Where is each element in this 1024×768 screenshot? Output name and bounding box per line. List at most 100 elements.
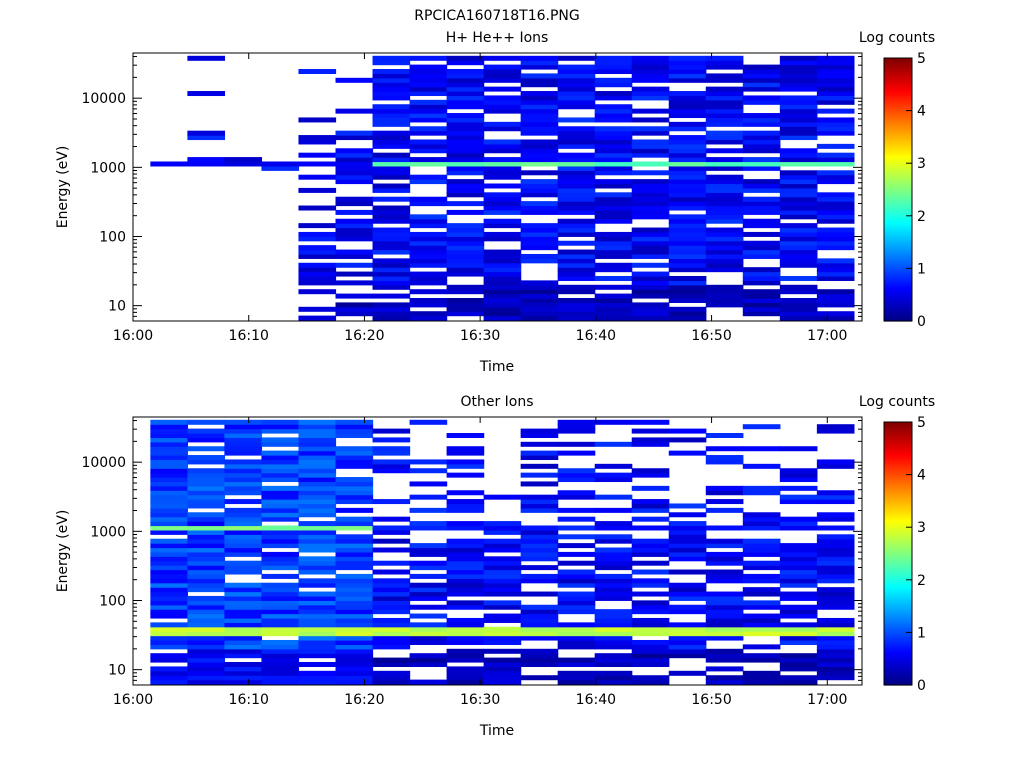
heatmap-cell <box>335 201 374 207</box>
heatmap-cell <box>594 551 633 557</box>
heatmap-cell <box>150 565 188 571</box>
colorbar-swatch <box>884 178 912 182</box>
heatmap-cell <box>631 152 670 158</box>
heatmap-cells-other-ions <box>150 419 855 685</box>
heatmap-cell <box>631 126 670 132</box>
heatmap-cell <box>446 538 485 544</box>
heatmap-cell <box>779 201 818 207</box>
colorbar-swatch <box>884 483 912 487</box>
heatmap-cell <box>520 315 559 321</box>
colorbar-swatch <box>884 560 912 563</box>
heatmap-cell <box>816 662 855 667</box>
heatmap-cell <box>372 165 411 171</box>
heatmap-cell <box>483 95 522 101</box>
colorbar-tick-label: 0 <box>917 678 926 694</box>
heatmap-cell <box>520 617 559 623</box>
colorbar-swatch <box>884 656 912 660</box>
heatmap-cell <box>187 639 226 645</box>
heatmap-cell <box>594 472 633 478</box>
colorbar-swatch <box>884 667 912 671</box>
heatmap-cell <box>372 675 411 681</box>
heatmap-cell <box>668 152 707 158</box>
heatmap-cell <box>187 595 226 601</box>
heatmap-cell <box>446 306 485 312</box>
colorbar-swatch <box>884 476 912 480</box>
heatmap-cell <box>631 245 670 251</box>
heatmap-cell <box>557 534 596 540</box>
heatmap-cell <box>446 249 485 255</box>
heatmap-cell <box>483 289 522 295</box>
heatmap-cell <box>298 600 337 606</box>
heatmap-cell <box>557 152 596 158</box>
heatmap-cell <box>742 521 781 527</box>
heatmap-cell <box>557 227 596 233</box>
heatmap-cell <box>372 591 411 597</box>
heatmap-cell <box>335 600 374 606</box>
colorbar-swatch <box>884 202 912 206</box>
heatmap-cell <box>446 311 485 317</box>
heatmap-cell <box>779 446 818 452</box>
colorbar-tick-label: 4 <box>917 468 926 484</box>
heatmap-cell <box>372 315 411 321</box>
heatmap-cell <box>742 249 781 255</box>
heatmap-cell <box>779 69 818 75</box>
heatmap-cell <box>742 613 781 619</box>
heatmap-cell <box>705 148 744 154</box>
heatmap-cell <box>594 205 633 211</box>
heatmap-cell <box>816 99 855 105</box>
heatmap-cell <box>187 521 226 527</box>
heatmap-cell <box>187 538 226 544</box>
heatmap-cell <box>631 86 670 92</box>
heatmap-cell <box>372 95 411 101</box>
heatmap-cell <box>557 86 596 92</box>
heatmap-cell <box>594 525 633 531</box>
heatmap-cell <box>520 538 559 544</box>
heatmap-cell <box>668 587 707 593</box>
heatmap-cell <box>446 560 485 566</box>
heatmap-cell <box>631 499 670 505</box>
heatmap-cell <box>409 218 448 224</box>
heatmap-cell <box>668 262 707 268</box>
heatmap-cell <box>446 258 485 264</box>
heatmap-cell <box>372 639 411 645</box>
heatmap-cell <box>594 69 633 75</box>
heatmap-cell <box>594 77 633 83</box>
colorbar-swatch <box>884 119 912 123</box>
heatmap-cell <box>594 183 633 189</box>
heatmap-cell <box>261 648 300 654</box>
colorbar-swatch <box>884 66 912 70</box>
heatmap-cell <box>779 249 818 255</box>
heatmap-cell <box>742 516 781 522</box>
heatmap-cell <box>372 306 411 312</box>
heatmap-cell <box>816 258 855 264</box>
heatmap-cell <box>668 258 707 264</box>
colorbar-swatch <box>884 93 912 96</box>
x-tick-label: 16:00 <box>113 692 153 708</box>
colorbar-swatch <box>884 529 912 533</box>
heatmap-cell <box>816 201 855 207</box>
heatmap-cell <box>779 521 818 527</box>
heatmap-cell <box>224 617 263 623</box>
heatmap-cell <box>557 262 596 268</box>
heatmap-cell <box>742 573 781 579</box>
heatmap-cell <box>520 565 559 571</box>
heatmap-cell <box>187 433 226 439</box>
heatmap-cell <box>446 121 485 127</box>
heatmap-cell <box>372 569 411 575</box>
heatmap-cell <box>261 675 300 681</box>
colorbar-swatch <box>884 621 912 625</box>
heatmap-cell <box>150 472 188 478</box>
heatmap-cell <box>742 626 781 632</box>
colorbar-swatch <box>884 614 912 618</box>
heatmap-cell <box>372 117 411 123</box>
heatmap-cell <box>409 547 448 553</box>
heatmap-cell <box>668 635 707 641</box>
heatmap-cell <box>705 560 744 566</box>
heatmap-cell <box>261 573 300 579</box>
heatmap-cell <box>779 183 818 189</box>
heatmap-cell <box>224 534 263 540</box>
heatmap-cell <box>816 157 855 163</box>
heatmap-cell <box>668 538 707 544</box>
heatmap-cell <box>742 267 781 273</box>
